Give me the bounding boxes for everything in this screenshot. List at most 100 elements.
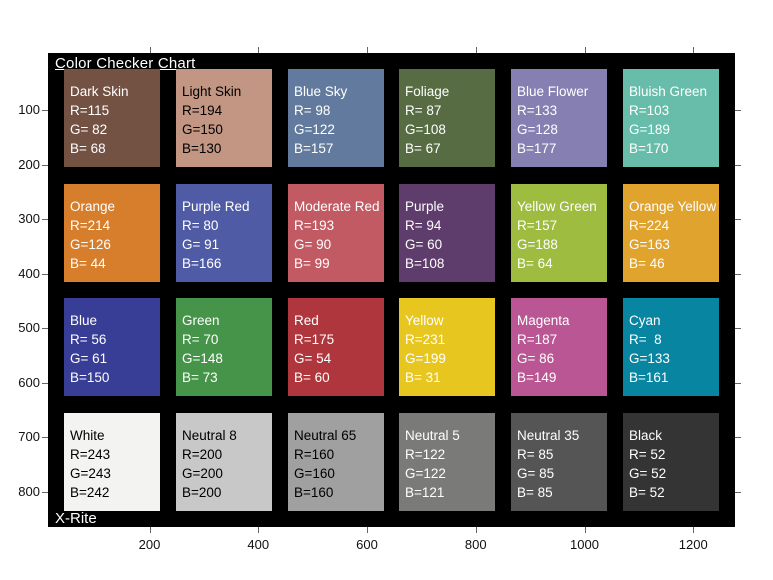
patch-b-value: B= 67 bbox=[405, 141, 441, 156]
patch-g-value: G= 90 bbox=[294, 237, 332, 252]
x-tick-bottom bbox=[584, 527, 586, 533]
patch-g-value: G=163 bbox=[629, 237, 670, 252]
color-patch: Moderate Red R=193 G= 90 B= 99 bbox=[288, 184, 384, 282]
x-tick-top bbox=[258, 47, 260, 53]
patch-r-value: R=157 bbox=[517, 218, 558, 233]
y-tick-right bbox=[735, 110, 741, 111]
y-tick-right bbox=[735, 164, 741, 166]
patch-b-value: B=108 bbox=[405, 256, 445, 271]
y-tick-left bbox=[42, 382, 48, 384]
patch-r-value: R=243 bbox=[70, 447, 111, 462]
patch-g-value: G= 91 bbox=[182, 237, 220, 252]
color-patch: Green R= 70 G=148 B= 73 bbox=[176, 298, 272, 396]
patch-r-value: R=224 bbox=[629, 218, 670, 233]
color-patch: Orange R=214 G=126 B= 44 bbox=[64, 184, 160, 282]
y-tick-label: 300 bbox=[18, 211, 40, 226]
color-patch: Yellow R=231 G=199 B= 31 bbox=[399, 298, 495, 396]
x-tick-bottom bbox=[475, 527, 477, 533]
patch-g-value: G=122 bbox=[294, 122, 335, 137]
patch-g-value: G=122 bbox=[405, 466, 446, 481]
patch-b-value: B= 99 bbox=[294, 256, 330, 271]
color-patch: Bluish Green R=103 G=189 B=170 bbox=[623, 69, 719, 167]
patch-name: Light Skin bbox=[182, 84, 242, 99]
patch-b-value: B= 68 bbox=[70, 141, 106, 156]
y-tick-right bbox=[735, 382, 741, 384]
patch-b-value: B=157 bbox=[294, 141, 334, 156]
patch-r-value: R=122 bbox=[405, 447, 446, 462]
patch-name: Neutral 5 bbox=[405, 428, 460, 443]
patch-b-value: B=177 bbox=[517, 141, 557, 156]
y-tick-label: 500 bbox=[18, 320, 40, 335]
patch-g-value: G= 82 bbox=[70, 122, 108, 137]
y-tick-right bbox=[735, 328, 741, 329]
patch-name: Yellow Green bbox=[517, 199, 597, 214]
y-tick-right bbox=[735, 219, 741, 220]
patch-name: Yellow bbox=[405, 313, 444, 328]
y-tick-left bbox=[42, 437, 48, 438]
x-tick-bottom bbox=[258, 527, 260, 533]
color-patch: Neutral 5 R=122 G=122 B=121 bbox=[399, 413, 495, 511]
patch-g-value: G=148 bbox=[182, 351, 223, 366]
color-patch: Purple Red R= 80 G= 91 B=166 bbox=[176, 184, 272, 282]
x-tick-label: 400 bbox=[247, 537, 270, 552]
color-patch: Blue Sky R= 98 G=122 B=157 bbox=[288, 69, 384, 167]
color-patch: Magenta R=187 G= 86 B=149 bbox=[511, 298, 607, 396]
patch-name: Purple bbox=[405, 199, 445, 214]
color-patch: Foliage R= 87 G=108 B= 67 bbox=[399, 69, 495, 167]
x-tick-label: 1000 bbox=[570, 537, 599, 552]
patch-name: Neutral 35 bbox=[517, 428, 580, 443]
y-tick-left bbox=[42, 491, 48, 493]
color-patch: Cyan R= 8 G=133 B=161 bbox=[623, 298, 719, 396]
y-tick-right bbox=[735, 437, 741, 438]
patch-r-value: R=115 bbox=[70, 103, 110, 118]
color-patch: Black R= 52 G= 52 B= 52 bbox=[623, 413, 719, 511]
color-patch: Neutral 35 R= 85 G= 85 B= 85 bbox=[511, 413, 607, 511]
patch-g-value: G=199 bbox=[405, 351, 446, 366]
patch-g-value: G=188 bbox=[517, 237, 558, 252]
patch-b-value: B=130 bbox=[182, 141, 222, 156]
patch-r-value: R= 8 bbox=[629, 332, 662, 347]
x-tick-top bbox=[584, 47, 586, 53]
y-tick-left bbox=[42, 110, 48, 111]
color-patch: Neutral 8 R=200 G=200 B=200 bbox=[176, 413, 272, 511]
patch-r-value: R= 52 bbox=[629, 447, 666, 462]
plot-area: Color Checker Chart Dark Skin R=115 G= 8… bbox=[48, 53, 735, 527]
y-tick-label: 400 bbox=[18, 265, 40, 281]
patch-r-value: R= 56 bbox=[70, 332, 107, 347]
patch-g-value: G=200 bbox=[182, 466, 223, 481]
patch-g-value: G=189 bbox=[629, 122, 670, 137]
x-tick-bottom bbox=[149, 527, 151, 533]
color-patch: Dark Skin R=115 G= 82 B= 68 bbox=[64, 69, 160, 167]
color-patch: Blue R= 56 G= 61 B=150 bbox=[64, 298, 160, 396]
patch-r-value: R=214 bbox=[70, 218, 111, 233]
patch-name: White bbox=[70, 428, 105, 443]
patch-b-value: B= 44 bbox=[70, 256, 106, 271]
patch-name: Moderate Red bbox=[294, 199, 380, 214]
patch-b-value: B=150 bbox=[70, 370, 110, 385]
y-tick-right bbox=[735, 491, 741, 493]
patch-g-value: G= 60 bbox=[405, 237, 443, 252]
patch-b-value: B= 85 bbox=[517, 485, 553, 500]
patch-r-value: R=133 bbox=[517, 103, 558, 118]
chart-title: Color Checker Chart bbox=[55, 55, 196, 72]
patch-b-value: B=166 bbox=[182, 256, 222, 271]
patch-g-value: G= 85 bbox=[517, 466, 555, 481]
y-tick-label: 800 bbox=[18, 483, 40, 499]
patch-b-value: B=161 bbox=[629, 370, 669, 385]
y-tick-label: 200 bbox=[18, 156, 40, 172]
patch-name: Foliage bbox=[405, 84, 450, 99]
patch-name: Orange bbox=[70, 199, 116, 214]
patch-g-value: G=243 bbox=[70, 466, 111, 481]
patch-r-value: R= 87 bbox=[405, 103, 442, 118]
x-tick-bottom bbox=[367, 527, 368, 533]
color-patch: Red R=175 G= 54 B= 60 bbox=[288, 298, 384, 396]
patch-name: Green bbox=[182, 313, 220, 328]
patch-g-value: G=108 bbox=[405, 122, 446, 137]
y-tick-label: 600 bbox=[18, 374, 40, 390]
x-tick-top bbox=[475, 47, 477, 53]
patch-r-value: R=175 bbox=[294, 332, 335, 347]
y-tick-left bbox=[42, 164, 48, 166]
patch-r-value: R=194 bbox=[182, 103, 223, 118]
patch-b-value: B=170 bbox=[629, 141, 669, 156]
patch-b-value: B= 73 bbox=[182, 370, 218, 385]
